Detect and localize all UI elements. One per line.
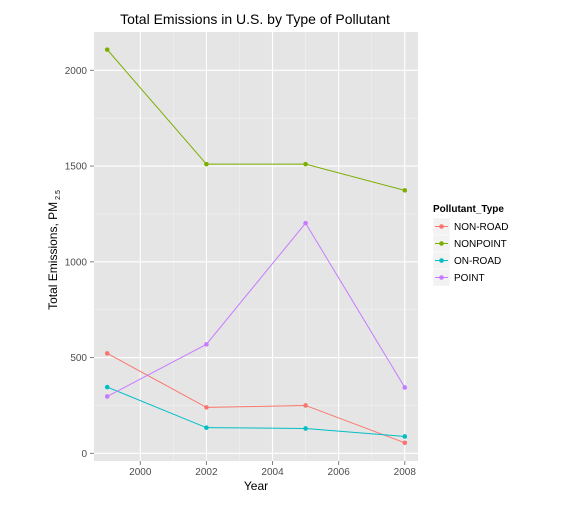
data-point-point [303,220,308,226]
plot-background [94,32,418,461]
data-point-non-road [204,405,209,410]
legend-item-point: POINT [432,268,485,287]
x-axis-title: Year [244,479,268,493]
data-point-on-road [303,426,308,431]
legend-item-on-road: ON-ROAD [432,251,501,270]
y-tick-label: 1000 [65,257,88,268]
legend-key-point [439,258,444,263]
grid-minor [94,32,418,461]
series-line-non-road [106,352,405,444]
x-axis-ticks: 2000 2002 2004 2006 2008 [129,461,416,478]
data-point-non-road [402,440,408,446]
x-tick-label: 2000 [129,467,152,478]
y-axis-ticks: 0 500 1000 1500 2000 [65,66,94,460]
legend-key-point [439,224,444,229]
data-point-non-road [303,403,308,408]
y-axis-title: Total Emissions, PM 2.5 [46,190,62,310]
y-tick-label: 1500 [65,162,88,173]
data-point-non-road [104,351,110,356]
legend-item-nonpoint: NONPOINT [432,234,507,253]
series-line-on-road [107,386,405,437]
legend-key-point [439,241,444,246]
x-tick-label: 2006 [328,467,351,478]
y-tick-label: 0 [81,449,87,460]
series-line-nonpoint [106,49,405,191]
chart-title: Total Emissions in U.S. by Type of Pollu… [120,11,390,27]
x-tick-label: 2008 [394,467,417,478]
data-point-point [402,385,408,390]
series-line-point [106,222,406,397]
legend-item-non-road: NON-ROAD [432,217,508,236]
legend: Pollutant_Type NON-ROAD NONPOINT ON-ROAD PO… [432,204,508,287]
legend-label: ON-ROAD [454,256,501,267]
data-point-point [204,342,209,347]
data-point-on-road [104,384,110,390]
data-point-on-road [204,425,209,430]
y-tick-label: 2000 [65,66,88,77]
x-tick-label: 2002 [195,467,218,478]
legend-label: NON-ROAD [454,222,508,233]
series-layer [104,47,408,446]
y-axis-title-main: Total Emissions, PM [46,202,60,310]
data-point-on-road [402,434,408,439]
data-point-nonpoint [104,47,110,52]
y-axis-title-subscript: 2.5 [55,190,62,200]
legend-key-point [439,275,444,280]
data-point-nonpoint [303,161,308,167]
data-point-nonpoint [402,188,408,193]
grid-major [94,32,418,461]
legend-label: NONPOINT [454,239,507,250]
legend-title: Pollutant_Type [433,204,504,215]
legend-label: POINT [454,273,485,284]
data-point-nonpoint [204,161,209,167]
x-tick-label: 2004 [261,467,284,478]
data-point-point [104,394,110,399]
y-tick-label: 500 [70,353,87,364]
